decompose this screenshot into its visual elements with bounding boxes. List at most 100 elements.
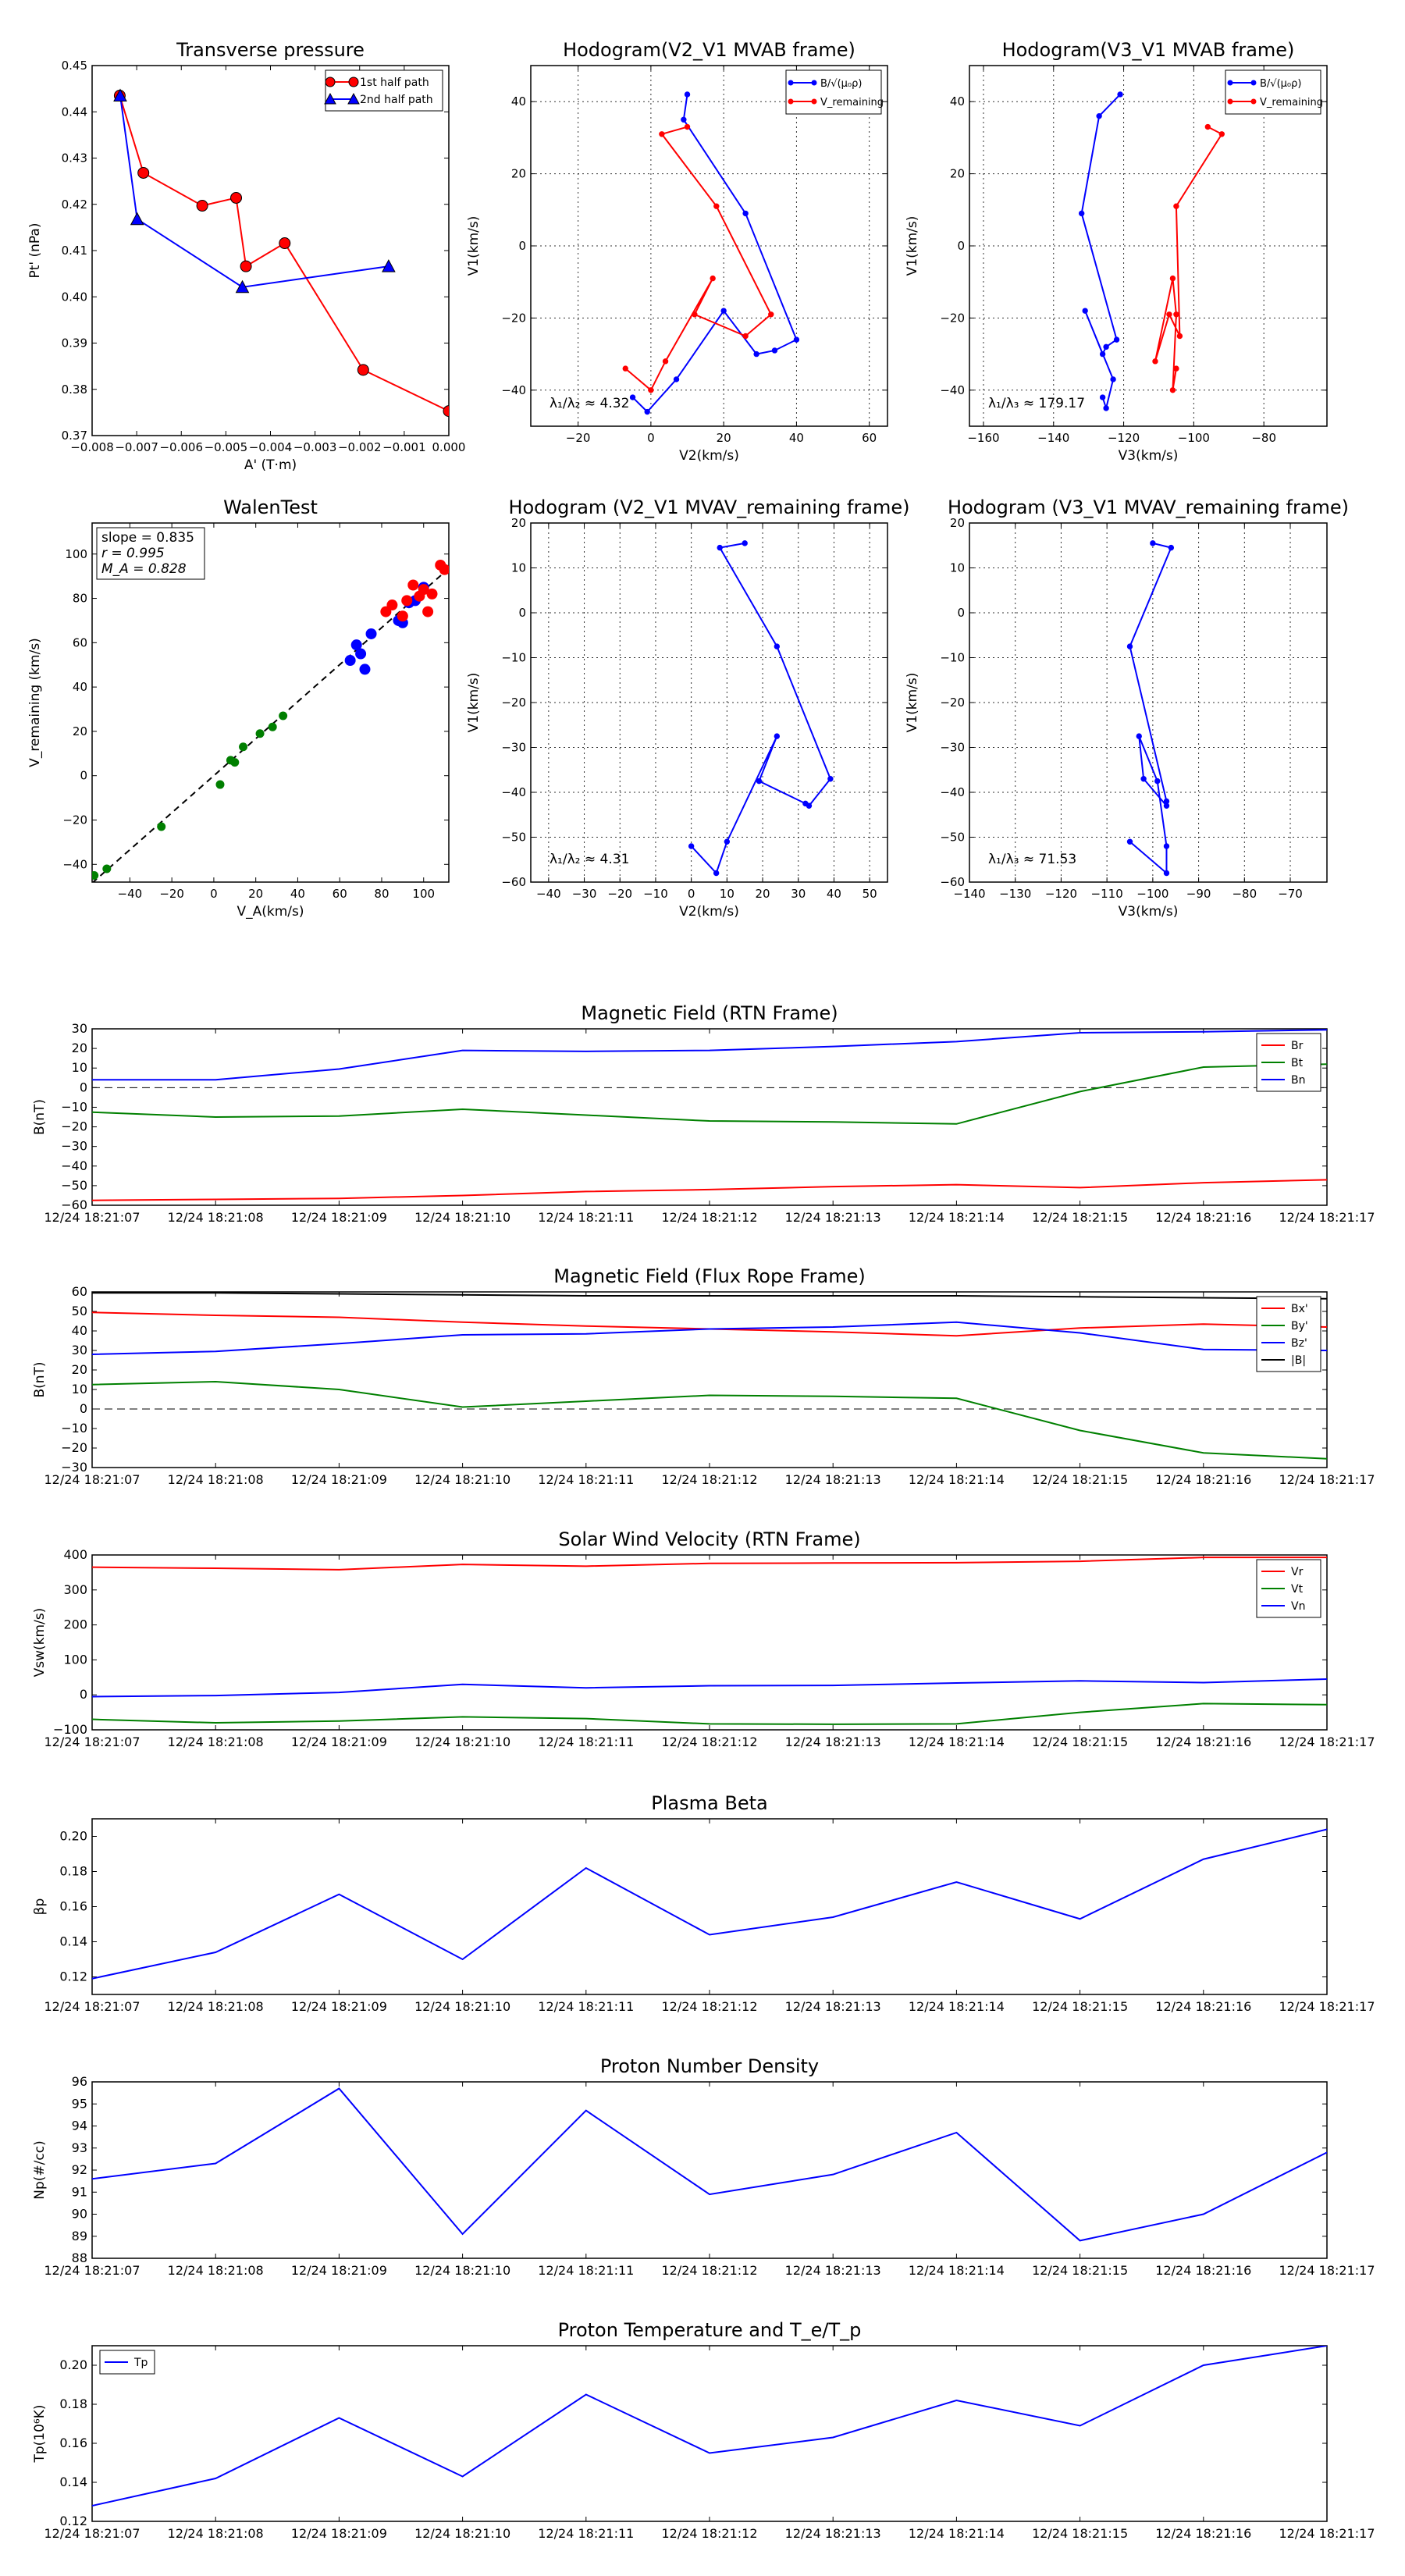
hodo3-series-0-point xyxy=(756,777,763,785)
tp-series-1-point xyxy=(382,259,396,272)
hodo1-annotation: λ₁/λ₂ ≈ 4.32 xyxy=(550,396,629,411)
np-panel: Proton Number Density 88 89 90 91 92 93 94 95 96 1… xyxy=(32,2055,1375,2278)
hodo3-series-0-point xyxy=(713,870,720,877)
walen-ytick-label: −20 xyxy=(62,813,87,827)
hodo1-series-1-point xyxy=(692,311,698,318)
vsw-title: Solar Wind Velocity (RTN Frame) xyxy=(558,1528,860,1550)
tpr-ytick-label: 0.20 xyxy=(59,2357,87,2372)
tpr-xtick-label: 12/24 18:21:13 xyxy=(785,2526,881,2541)
bfield_rtn-ytick-label: 10 xyxy=(72,1060,87,1075)
hodo1-legend-marker xyxy=(811,80,817,86)
walen-xtick-label: −20 xyxy=(159,887,184,901)
hodo4-ytick-label: −50 xyxy=(940,831,965,845)
tpr-xtick-label: 12/24 18:21:09 xyxy=(291,2526,387,2541)
hodo2-series-1-point xyxy=(1169,387,1176,393)
tp-ytick-label: 0.43 xyxy=(62,151,87,165)
vsw-xtick-label: 12/24 18:21:15 xyxy=(1032,1735,1128,1749)
vsw-xtick-label: 12/24 18:21:16 xyxy=(1155,1735,1251,1749)
tpr-series-Tp-line xyxy=(92,2346,1327,2507)
walen-point-green xyxy=(102,864,112,873)
hodo3-xtick-label: 30 xyxy=(791,887,806,901)
hodo3-ytick-label: −20 xyxy=(501,696,526,710)
vsw-series-Vr-line xyxy=(92,1557,1327,1571)
walen-point-red xyxy=(422,606,434,617)
hodo2-annotation: λ₁/λ₃ ≈ 179.17 xyxy=(988,396,1085,411)
tpr-ytick-label: 0.14 xyxy=(59,2475,87,2489)
bfield_fr-legend-label: |B| xyxy=(1291,1354,1306,1367)
hodo3-xtick-label: 50 xyxy=(863,887,877,901)
hodo2-series-0-point xyxy=(1113,336,1120,343)
walen-point-green xyxy=(239,742,248,752)
bfield_fr-legend: Bx' By' Bz' |B| xyxy=(1256,1296,1321,1372)
tp-legend-marker xyxy=(325,76,336,87)
beta-ytick-label: 0.18 xyxy=(59,1864,87,1879)
hodo4-xtick-label: −100 xyxy=(1136,887,1168,901)
hodo1-title: Hodogram(V2_V1 MVAB frame) xyxy=(563,39,855,61)
hodo2-ytick-label: −20 xyxy=(940,311,965,325)
hodo1-series-0-point xyxy=(644,408,650,415)
bfield_fr-xtick-label: 12/24 18:21:09 xyxy=(291,1472,387,1487)
tp-xtick-label: −0.007 xyxy=(115,440,158,454)
hodo2-series-0-point xyxy=(1078,210,1085,217)
bfield_rtn-ytick-label: 0 xyxy=(80,1080,87,1094)
bfield_rtn-xtick-label: 12/24 18:21:07 xyxy=(44,1210,140,1225)
hodo3-series-0-point xyxy=(724,838,731,845)
hodo1-series-0-point xyxy=(684,91,691,98)
hodo2-ytick-label: 40 xyxy=(950,94,965,109)
hodo4-series-0-point xyxy=(1150,540,1156,546)
bfield_fr-xtick-label: 12/24 18:21:11 xyxy=(538,1472,634,1487)
np-ytick-label: 95 xyxy=(72,2096,87,2111)
hodo4-ylabel: V1(km/s) xyxy=(905,673,920,733)
tpr-xtick-label: 12/24 18:21:14 xyxy=(909,2526,1005,2541)
hodo2-series-1-point xyxy=(1173,203,1179,209)
tp-xtick-label: −0.003 xyxy=(293,440,337,454)
hodo1-frame xyxy=(530,65,888,427)
vsw-legend-label: Vt xyxy=(1291,1583,1304,1596)
walen-ytick-label: −40 xyxy=(62,857,87,871)
vsw-legend-label: Vr xyxy=(1291,1566,1304,1578)
walen-xtick-label: −40 xyxy=(118,887,143,901)
tp-xtick-label: 0.000 xyxy=(432,440,466,454)
vsw-ylabel: Vsw(km/s) xyxy=(32,1608,48,1678)
bfield_rtn-xtick-label: 12/24 18:21:10 xyxy=(414,1210,510,1225)
bfield_rtn-ytick-label: 30 xyxy=(72,1021,87,1036)
hodo2-xtick-label: −80 xyxy=(1251,431,1276,445)
tp-legend: 1st half path 2nd half path xyxy=(324,69,443,112)
bfield_fr-ytick-label: −10 xyxy=(61,1421,87,1436)
hodo3-series-0-point xyxy=(774,643,781,649)
hodo2-xtick-label: −140 xyxy=(1037,431,1069,445)
hodo1-series-0-point xyxy=(681,116,687,123)
np-frame xyxy=(91,2081,1328,2259)
bfield_fr-xtick-label: 12/24 18:21:15 xyxy=(1032,1472,1128,1487)
bfield_rtn-series-Bn-line xyxy=(92,1029,1327,1081)
tp-data xyxy=(113,88,449,418)
bfield_rtn-ytick-label: −30 xyxy=(61,1139,87,1154)
hodo4-ytick-label: 0 xyxy=(957,606,965,620)
walen-point-blue xyxy=(344,655,356,667)
walen-panel: WalenTest −40 −20 0 20 40 60 80 100 −40 −20 0 20 40 60… xyxy=(27,496,450,920)
walen-xtick-label: 100 xyxy=(412,887,435,901)
walen-point-red xyxy=(386,600,398,611)
tp-xtick-label: −0.002 xyxy=(338,440,382,454)
tp-legend-label: 2nd half path xyxy=(360,94,433,106)
tp-series-1-point xyxy=(113,88,127,102)
bfield_rtn-legend-label: Br xyxy=(1291,1040,1304,1052)
walen-stat-1: r = 0.995 xyxy=(101,546,165,561)
bfield_rtn-data xyxy=(92,1029,1327,1201)
bfield_fr-xtick-label: 12/24 18:21:14 xyxy=(909,1472,1005,1487)
tpr-xtick-label: 12/24 18:21:07 xyxy=(44,2526,140,2541)
hodo1-ytick-label: 40 xyxy=(511,94,526,109)
np-ylabel: Np(#/cc) xyxy=(32,2140,48,2199)
hodo3-ytick-label: 20 xyxy=(511,516,526,530)
hodo1-panel: Hodogram(V2_V1 MVAB frame) −40 −20 0 20 40 −20… xyxy=(466,39,888,464)
bfield_fr-legend-label: By' xyxy=(1291,1320,1308,1332)
hodo2-xtick-label: −100 xyxy=(1178,431,1210,445)
hodo1-series-0-line xyxy=(631,94,798,413)
tp-series-0-line xyxy=(119,95,449,412)
walen-stats-frame xyxy=(96,527,205,580)
walen-point-blue xyxy=(350,639,362,651)
hodo4-xtick-label: −70 xyxy=(1278,887,1303,901)
bfield_rtn-legend: Br Bt Bn xyxy=(1256,1033,1321,1092)
tp-xtick-label: −0.004 xyxy=(249,440,293,454)
hodo4-xtick-label: −120 xyxy=(1045,887,1077,901)
